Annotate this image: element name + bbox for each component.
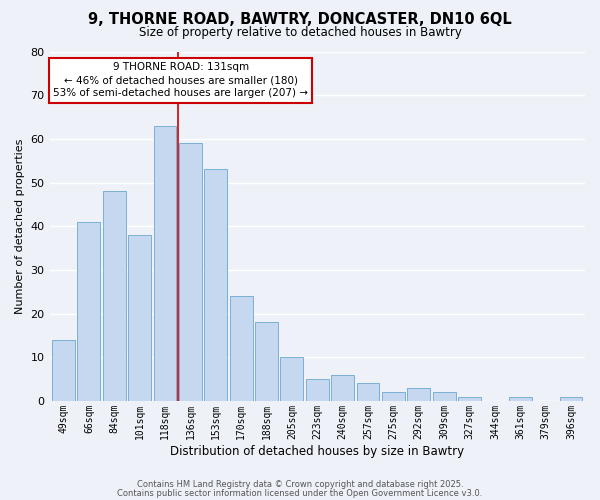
Bar — [77, 222, 100, 401]
Bar — [433, 392, 455, 401]
Bar — [205, 170, 227, 401]
Bar — [280, 357, 304, 401]
Bar — [103, 192, 125, 401]
Text: Contains public sector information licensed under the Open Government Licence v3: Contains public sector information licen… — [118, 488, 482, 498]
Bar — [52, 340, 75, 401]
Text: 9, THORNE ROAD, BAWTRY, DONCASTER, DN10 6QL: 9, THORNE ROAD, BAWTRY, DONCASTER, DN10 … — [88, 12, 512, 28]
Bar — [331, 374, 354, 401]
Bar — [407, 388, 430, 401]
Bar — [560, 396, 583, 401]
Bar — [128, 235, 151, 401]
Bar — [154, 126, 176, 401]
Bar — [255, 322, 278, 401]
Text: Size of property relative to detached houses in Bawtry: Size of property relative to detached ho… — [139, 26, 461, 39]
X-axis label: Distribution of detached houses by size in Bawtry: Distribution of detached houses by size … — [170, 444, 464, 458]
Bar — [230, 296, 253, 401]
Bar — [458, 396, 481, 401]
Y-axis label: Number of detached properties: Number of detached properties — [15, 138, 25, 314]
Text: Contains HM Land Registry data © Crown copyright and database right 2025.: Contains HM Land Registry data © Crown c… — [137, 480, 463, 489]
Bar — [306, 379, 329, 401]
Bar — [509, 396, 532, 401]
Text: 9 THORNE ROAD: 131sqm
← 46% of detached houses are smaller (180)
53% of semi-det: 9 THORNE ROAD: 131sqm ← 46% of detached … — [53, 62, 308, 98]
Bar — [179, 143, 202, 401]
Bar — [356, 384, 379, 401]
Bar — [382, 392, 405, 401]
